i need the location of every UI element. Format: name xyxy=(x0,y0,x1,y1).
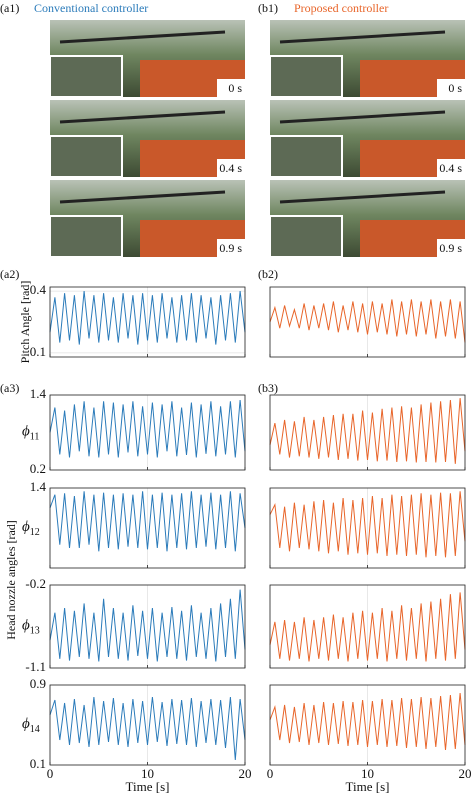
y-tick-label: 1.4 xyxy=(30,386,47,401)
plot-frame xyxy=(269,394,466,471)
symbol: ϕ xyxy=(22,716,30,732)
panel-label: (b1) xyxy=(258,1,278,15)
signal-line xyxy=(49,491,246,552)
inset-photo xyxy=(49,135,123,178)
time-label: 0.9 s xyxy=(219,241,242,255)
y-tick-label: 0.1 xyxy=(30,344,46,359)
signal-line xyxy=(269,299,466,343)
x-axis-label: Time [s] xyxy=(126,779,170,794)
plot-frame xyxy=(269,584,466,669)
x-tick-label: 20 xyxy=(239,766,252,781)
y-axis-label: ϕ11 xyxy=(22,424,39,443)
signal-line xyxy=(269,491,466,558)
signal-line xyxy=(49,696,246,761)
x-tick-label: 10 xyxy=(361,766,374,781)
plot-frame xyxy=(269,286,466,358)
time-label: 0 s xyxy=(228,81,242,95)
plot-frame xyxy=(49,286,246,358)
y-tick-label: -1.1 xyxy=(25,659,46,674)
signal-line xyxy=(269,692,466,751)
time-box xyxy=(217,159,245,177)
x-tick-label: 0 xyxy=(267,766,274,781)
photo-grid: 0 s 0.4 s 0.9 s 0 s 0.4 s 0.9 s xyxy=(49,20,465,258)
x-tick-label: 0 xyxy=(47,766,54,781)
time-label: 0.4 s xyxy=(219,161,242,175)
snake-robot xyxy=(279,190,446,204)
y-axis-label: ϕ13 xyxy=(22,618,40,637)
panel-label: (b2) xyxy=(258,267,278,281)
subscript: 14 xyxy=(30,724,40,735)
time-label: 0.4 s xyxy=(439,161,462,175)
signal-line xyxy=(49,589,246,662)
subscript: 11 xyxy=(30,432,40,443)
inset-photo xyxy=(49,215,123,258)
y-axis-label: ϕ12 xyxy=(22,519,40,538)
time-box xyxy=(437,79,465,97)
time-box xyxy=(437,159,465,177)
time-label: 0.9 s xyxy=(439,241,462,255)
signal-line xyxy=(269,398,466,464)
inset-photo xyxy=(269,215,343,258)
plot-frame xyxy=(269,487,466,569)
plot-frame xyxy=(49,684,246,766)
time-label: 0 s xyxy=(448,81,462,95)
time-box xyxy=(217,239,245,257)
signal-line xyxy=(49,291,246,345)
y-tick-label: 0.9 xyxy=(30,676,46,691)
y-axis-label: ϕ14 xyxy=(22,716,40,735)
subscript: 12 xyxy=(30,527,40,538)
y-tick-label: -0.2 xyxy=(25,576,46,591)
x-tick-label: 20 xyxy=(459,766,472,781)
snake-robot xyxy=(59,30,226,44)
signal-line xyxy=(269,592,466,662)
symbol: ϕ xyxy=(22,519,30,535)
plot-frame xyxy=(49,584,246,669)
snake-robot xyxy=(59,110,226,124)
y-tick-label: 1.4 xyxy=(30,479,47,494)
panel-title: Conventional controller xyxy=(34,1,148,15)
inset-photo xyxy=(269,135,343,178)
panel-label: (b3) xyxy=(258,381,278,395)
inset-photo xyxy=(269,55,343,98)
symbol: ϕ xyxy=(22,618,30,634)
signal-line xyxy=(49,399,246,458)
y-axis-label: Head nozzle angles [rad] xyxy=(4,520,18,640)
symbol: ϕ xyxy=(22,424,30,440)
y-tick-label: 0.4 xyxy=(30,282,47,297)
snake-robot xyxy=(59,190,226,204)
snake-robot xyxy=(279,110,446,124)
inset-photo xyxy=(49,55,123,98)
y-tick-label: 0.1 xyxy=(30,756,46,771)
panel-title: Proposed controller xyxy=(294,1,388,15)
time-box xyxy=(217,79,245,97)
panel-label: (a2) xyxy=(0,267,19,281)
y-tick-label: 0.2 xyxy=(30,461,46,476)
subscript: 13 xyxy=(30,626,40,637)
x-axis-label: Time [s] xyxy=(346,779,390,794)
snake-robot xyxy=(279,30,446,44)
time-box xyxy=(437,239,465,257)
plot-frame xyxy=(49,487,246,569)
panel-label: (a1) xyxy=(0,1,19,15)
y-axis-label: Pitch Angle [rad] xyxy=(18,281,32,364)
plot-frame xyxy=(49,394,246,471)
panel-label: (a3) xyxy=(0,381,19,395)
x-tick-label: 10 xyxy=(141,766,154,781)
plot-frame xyxy=(269,684,466,766)
